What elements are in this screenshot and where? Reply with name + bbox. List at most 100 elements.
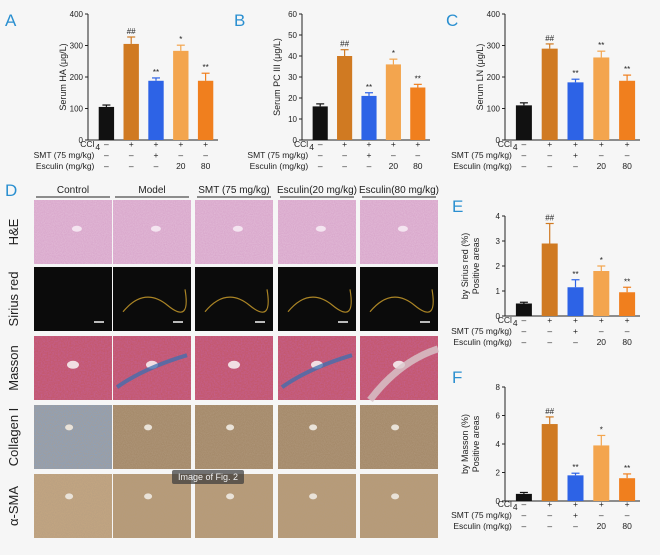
ccl4-label: CCl — [498, 315, 512, 325]
significance-mark: ## — [340, 40, 349, 49]
significance-mark: ** — [366, 83, 372, 92]
condition-mark: – — [367, 161, 372, 171]
y-tick-label: 200 — [70, 73, 84, 82]
condition-mark: + — [599, 315, 604, 325]
condition-mark: – — [522, 510, 527, 520]
fibrosis-band — [280, 353, 353, 389]
y-tick-label: 300 — [487, 42, 501, 51]
condition-mark: – — [415, 150, 420, 160]
vessel — [150, 225, 161, 232]
y-axis-label: Serum PC III (μg/L) — [272, 38, 282, 116]
column-header: Esculin(20 mg/kg) — [277, 185, 357, 196]
condition-mark: – — [522, 315, 527, 325]
bar — [337, 56, 353, 140]
y-tick-label: 300 — [70, 42, 84, 51]
vessel — [232, 225, 243, 232]
y-tick-label: 50 — [288, 31, 297, 40]
esculin-label: Esculin (mg/kg) — [453, 161, 512, 171]
significance-mark: ## — [127, 27, 136, 36]
ccl4-subscript: 4 — [513, 502, 518, 512]
vessel — [65, 424, 74, 431]
bar — [123, 43, 139, 140]
condition-mark: – — [547, 337, 552, 347]
scale-bar — [338, 321, 348, 323]
condition-mark: + — [625, 139, 630, 149]
significance-mark: ** — [572, 270, 578, 279]
bar — [619, 292, 636, 316]
condition-mark: – — [625, 510, 630, 520]
bar — [619, 80, 636, 140]
vessel — [309, 493, 318, 500]
condition-mark: – — [599, 150, 604, 160]
bar — [567, 287, 584, 316]
condition-mark: – — [547, 510, 552, 520]
condition-mark: + — [342, 139, 347, 149]
condition-mark: 80 — [622, 521, 632, 531]
condition-mark: + — [573, 326, 578, 336]
y-tick-label: 0 — [496, 136, 501, 145]
condition-mark: – — [104, 139, 109, 149]
bar — [361, 95, 377, 140]
ccl4-label: CCl — [498, 499, 512, 509]
smt-label: SMT (75 mg/kg) — [451, 326, 512, 336]
condition-mark: – — [599, 326, 604, 336]
micrograph-texture — [195, 405, 273, 469]
bar — [197, 80, 214, 140]
vessel — [71, 225, 82, 232]
micrograph-1-3 — [278, 267, 356, 331]
column-header: Esculin(80 mg/kg) — [359, 185, 439, 196]
significance-mark: ## — [545, 34, 554, 43]
condition-mark: + — [573, 315, 578, 325]
condition-mark: + — [178, 139, 183, 149]
condition-mark: – — [318, 161, 323, 171]
significance-mark: * — [179, 35, 182, 44]
condition-mark: + — [573, 499, 578, 509]
condition-mark: – — [203, 150, 208, 160]
vessel — [309, 424, 318, 431]
condition-mark: 80 — [622, 337, 632, 347]
ccl4-subscript: 4 — [513, 318, 518, 328]
y-tick-label: 6 — [496, 412, 501, 421]
micrograph-texture — [34, 405, 112, 469]
vessel — [226, 424, 235, 431]
ccl4-subscript: 4 — [309, 142, 314, 152]
y-axis-label: by Sirius red (%) — [460, 233, 470, 300]
significance-mark: ## — [545, 214, 554, 223]
y-tick-label: 0 — [293, 136, 298, 145]
micrograph-texture — [360, 405, 438, 469]
collagen-fiber — [122, 289, 187, 313]
collagen-fiber — [287, 289, 352, 313]
y-tick-label: 8 — [496, 383, 501, 392]
condition-mark: 20 — [389, 161, 399, 171]
micrograph-texture — [195, 474, 273, 538]
condition-mark: – — [625, 150, 630, 160]
smt-label: SMT (75 mg/kg) — [451, 510, 512, 520]
condition-mark: – — [129, 150, 134, 160]
bar — [515, 493, 532, 501]
y-tick-label: 0 — [496, 312, 501, 321]
significance-mark: ** — [202, 63, 208, 72]
micrograph-texture — [278, 474, 356, 538]
significance-mark: * — [392, 49, 395, 58]
y-tick-label: 40 — [288, 52, 297, 61]
condition-mark: 80 — [413, 161, 423, 171]
bar — [515, 303, 532, 316]
condition-mark: – — [104, 150, 109, 160]
vessel — [144, 424, 153, 431]
condition-mark: + — [203, 139, 208, 149]
condition-mark: 80 — [201, 161, 211, 171]
condition-mark: – — [318, 150, 323, 160]
vessel — [391, 493, 400, 500]
condition-mark: + — [547, 499, 552, 509]
column-header: Control — [57, 185, 89, 196]
vessel — [391, 424, 400, 431]
condition-mark: + — [599, 139, 604, 149]
y-tick-label: 20 — [288, 94, 297, 103]
condition-mark: – — [522, 150, 527, 160]
column-header: Model — [138, 185, 165, 196]
y-axis-label: Positive areas — [471, 237, 481, 294]
condition-mark: + — [625, 315, 630, 325]
ccl4-subscript: 4 — [95, 142, 100, 152]
condition-mark: – — [129, 161, 134, 171]
significance-mark: ** — [624, 65, 630, 74]
